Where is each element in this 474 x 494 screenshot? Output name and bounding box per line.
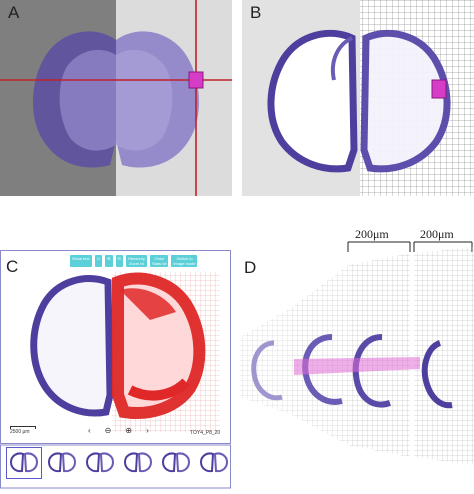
grid-plane-4: [414, 247, 474, 465]
panel-a-label: A: [8, 3, 20, 22]
panel-c-label: C: [6, 257, 19, 276]
grid-plane-2: [292, 265, 348, 445]
ontology-stats-button[interactable]: Ontol Stats txt: [150, 255, 169, 267]
roi-marker[interactable]: [431, 79, 447, 99]
scale-label-2: 200μm: [420, 227, 454, 241]
brain-left-hemisphere: [30, 275, 114, 417]
slice-thumbnail[interactable]: [120, 447, 156, 479]
panel-a: A: [0, 0, 232, 196]
brain-slice-4: [421, 340, 453, 409]
panel-a-image: [0, 0, 232, 196]
panel-b-image: [242, 0, 474, 196]
panel-c-toolbar: Show text ☐ ⊞ ⊟ Hierarchy Zoom lvl Ontol…: [70, 255, 198, 267]
select-tool-button[interactable]: ☐: [94, 255, 103, 267]
brain-slice-3: [352, 334, 391, 408]
panel-d: D 200μm 200μm: [232, 225, 474, 489]
panel-d-image: [240, 241, 474, 465]
panel-d-label: D: [244, 258, 257, 277]
brain-right-hemisphere: [360, 29, 451, 173]
hierarchy-zoom-button[interactable]: Hierarchy Zoom lvl: [125, 255, 148, 267]
brain-left-hemisphere: [267, 29, 358, 173]
panel-b: B: [242, 0, 474, 196]
slice-id: TOY4_P8_20: [190, 430, 221, 436]
next-slice-button[interactable]: ›: [146, 426, 149, 435]
grid-layout-button[interactable]: ⊟: [115, 255, 123, 267]
grid-view-button[interactable]: ⊞: [105, 255, 113, 267]
show-text-button[interactable]: Show text: [70, 255, 92, 267]
slice-thumbnail[interactable]: [44, 447, 80, 479]
slice-thumbnail[interactable]: [158, 447, 194, 479]
heatmap-hemisphere: [112, 272, 206, 419]
prev-slice-button[interactable]: ‹: [88, 426, 91, 435]
brain-slice-1: [251, 340, 283, 401]
scale-bar-line: [10, 426, 36, 429]
slice-thumbnail[interactable]: [82, 447, 118, 479]
scale-label-1: 200μm: [355, 227, 389, 241]
slice-thumbnail[interactable]: [196, 447, 232, 479]
grid-plane-1: [240, 307, 292, 415]
slice-thumbnail[interactable]: [6, 447, 42, 479]
panel-c: C Show text ☐ ⊞ ⊟ Hierarchy Zoom lvl Ont…: [0, 250, 232, 489]
scale-bar-label: 2500 μm: [10, 429, 30, 435]
panel-c-frame: [0, 250, 231, 489]
scale-bar: 2500 μm: [10, 426, 36, 435]
roi-tube: [294, 357, 420, 375]
roi-marker[interactable]: [188, 71, 204, 89]
zoom-in-button[interactable]: ⊕: [125, 426, 133, 435]
zoom-out-button[interactable]: ⊖: [104, 426, 112, 435]
brain-slice-2: [302, 334, 343, 405]
panel-b-label: B: [250, 3, 262, 22]
grid-plane-3: [348, 253, 410, 457]
slice-navigation: ‹ ⊖ ⊕ ›: [88, 426, 149, 435]
switch-image-mode-button[interactable]: Switch to image mode: [171, 255, 198, 267]
